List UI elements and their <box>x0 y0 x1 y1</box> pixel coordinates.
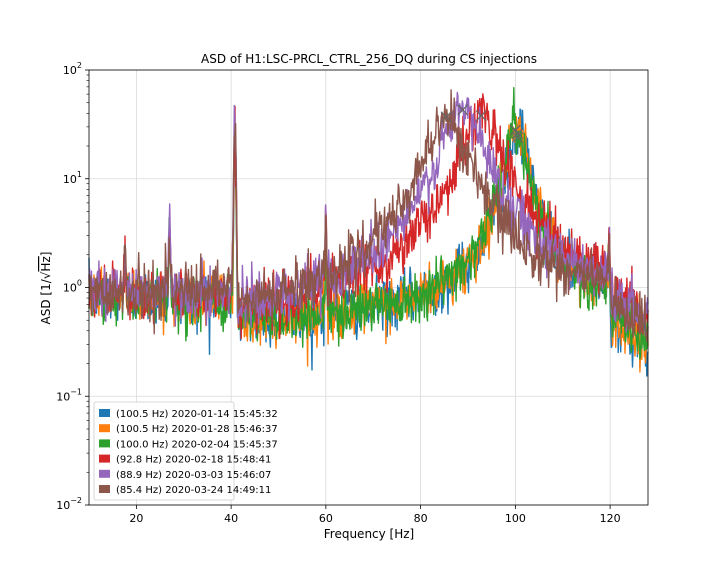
x-axis: 20 40 60 80 100 120 <box>129 505 621 525</box>
legend-swatch <box>99 469 110 478</box>
legend-item: (100.5 Hz) 2020-01-28 15:46:37 <box>99 424 278 435</box>
legend-label: (100.5 Hz) 2020-01-14 15:45:32 <box>116 409 278 420</box>
y-axis-label-sqrt-text: Hz <box>39 256 53 271</box>
peak-marker <box>512 131 524 143</box>
y-axis-label-prefix: ASD [1/ <box>39 278 53 324</box>
peak-marker <box>512 128 524 140</box>
series-lines <box>88 87 649 377</box>
legend-swatch <box>99 454 110 463</box>
peak-marker <box>475 110 487 122</box>
y-axis-label-sqrt-symbol: √ <box>39 271 53 279</box>
legend-label: (100.5 Hz) 2020-01-28 15:46:37 <box>116 424 278 435</box>
legend-item: (85.4 Hz) 2020-03-24 14:49:11 <box>99 485 271 496</box>
x-axis-label: Frequency [Hz] <box>324 527 415 541</box>
legend-item: (88.9 Hz) 2020-03-03 15:46:07 <box>99 469 271 481</box>
legend-item: (92.8 Hz) 2020-02-18 15:48:41 <box>99 454 271 466</box>
legend: (100.5 Hz) 2020-01-14 15:45:32 (100.5 Hz)… <box>93 401 278 501</box>
legend-label: (100.0 Hz) 2020-02-04 15:45:37 <box>116 439 278 450</box>
y-tick-label: 10−2 <box>56 496 82 512</box>
series-line <box>88 89 649 342</box>
legend-item: (100.0 Hz) 2020-02-04 15:45:37 <box>99 439 278 450</box>
peak-markers <box>440 104 524 143</box>
legend-label: (88.9 Hz) 2020-03-03 15:46:07 <box>116 470 271 481</box>
y-tick-label: 102 <box>63 61 82 77</box>
legend-box <box>93 401 235 501</box>
legend-swatch <box>99 424 110 433</box>
legend-item: (100.5 Hz) 2020-01-14 15:45:32 <box>99 409 278 420</box>
x-tick-label: 80 <box>414 512 428 525</box>
legend-label: (85.4 Hz) 2020-03-24 14:49:11 <box>116 485 271 496</box>
x-tick-label: 60 <box>319 512 333 525</box>
legend-swatch <box>99 485 110 493</box>
legend-label: (92.8 Hz) 2020-02-18 15:48:41 <box>116 455 271 466</box>
y-axis-label-suffix: ] <box>39 252 53 257</box>
x-tick-label: 120 <box>600 512 621 525</box>
y-axis: 10−2 10−1 100 101 102 <box>56 61 89 512</box>
y-tick-label: 10−1 <box>56 387 82 403</box>
svg-text:ASD [1/√Hz]: ASD [1/√Hz] <box>39 252 53 325</box>
x-tick-label: 20 <box>129 512 143 525</box>
y-tick-label: 101 <box>63 170 82 186</box>
legend-swatch <box>99 409 110 417</box>
series-line <box>88 91 649 333</box>
chart-title: ASD of H1:LSC-PRCL_CTRL_256_DQ during CS… <box>201 52 537 66</box>
y-axis-label: ASD [1/√Hz] <box>39 252 53 325</box>
peak-marker <box>457 104 469 116</box>
x-tick-label: 40 <box>224 512 238 525</box>
peak-marker <box>440 111 452 123</box>
x-tick-label: 100 <box>505 512 526 525</box>
legend-swatch <box>99 439 110 448</box>
y-tick-label: 100 <box>63 279 82 295</box>
